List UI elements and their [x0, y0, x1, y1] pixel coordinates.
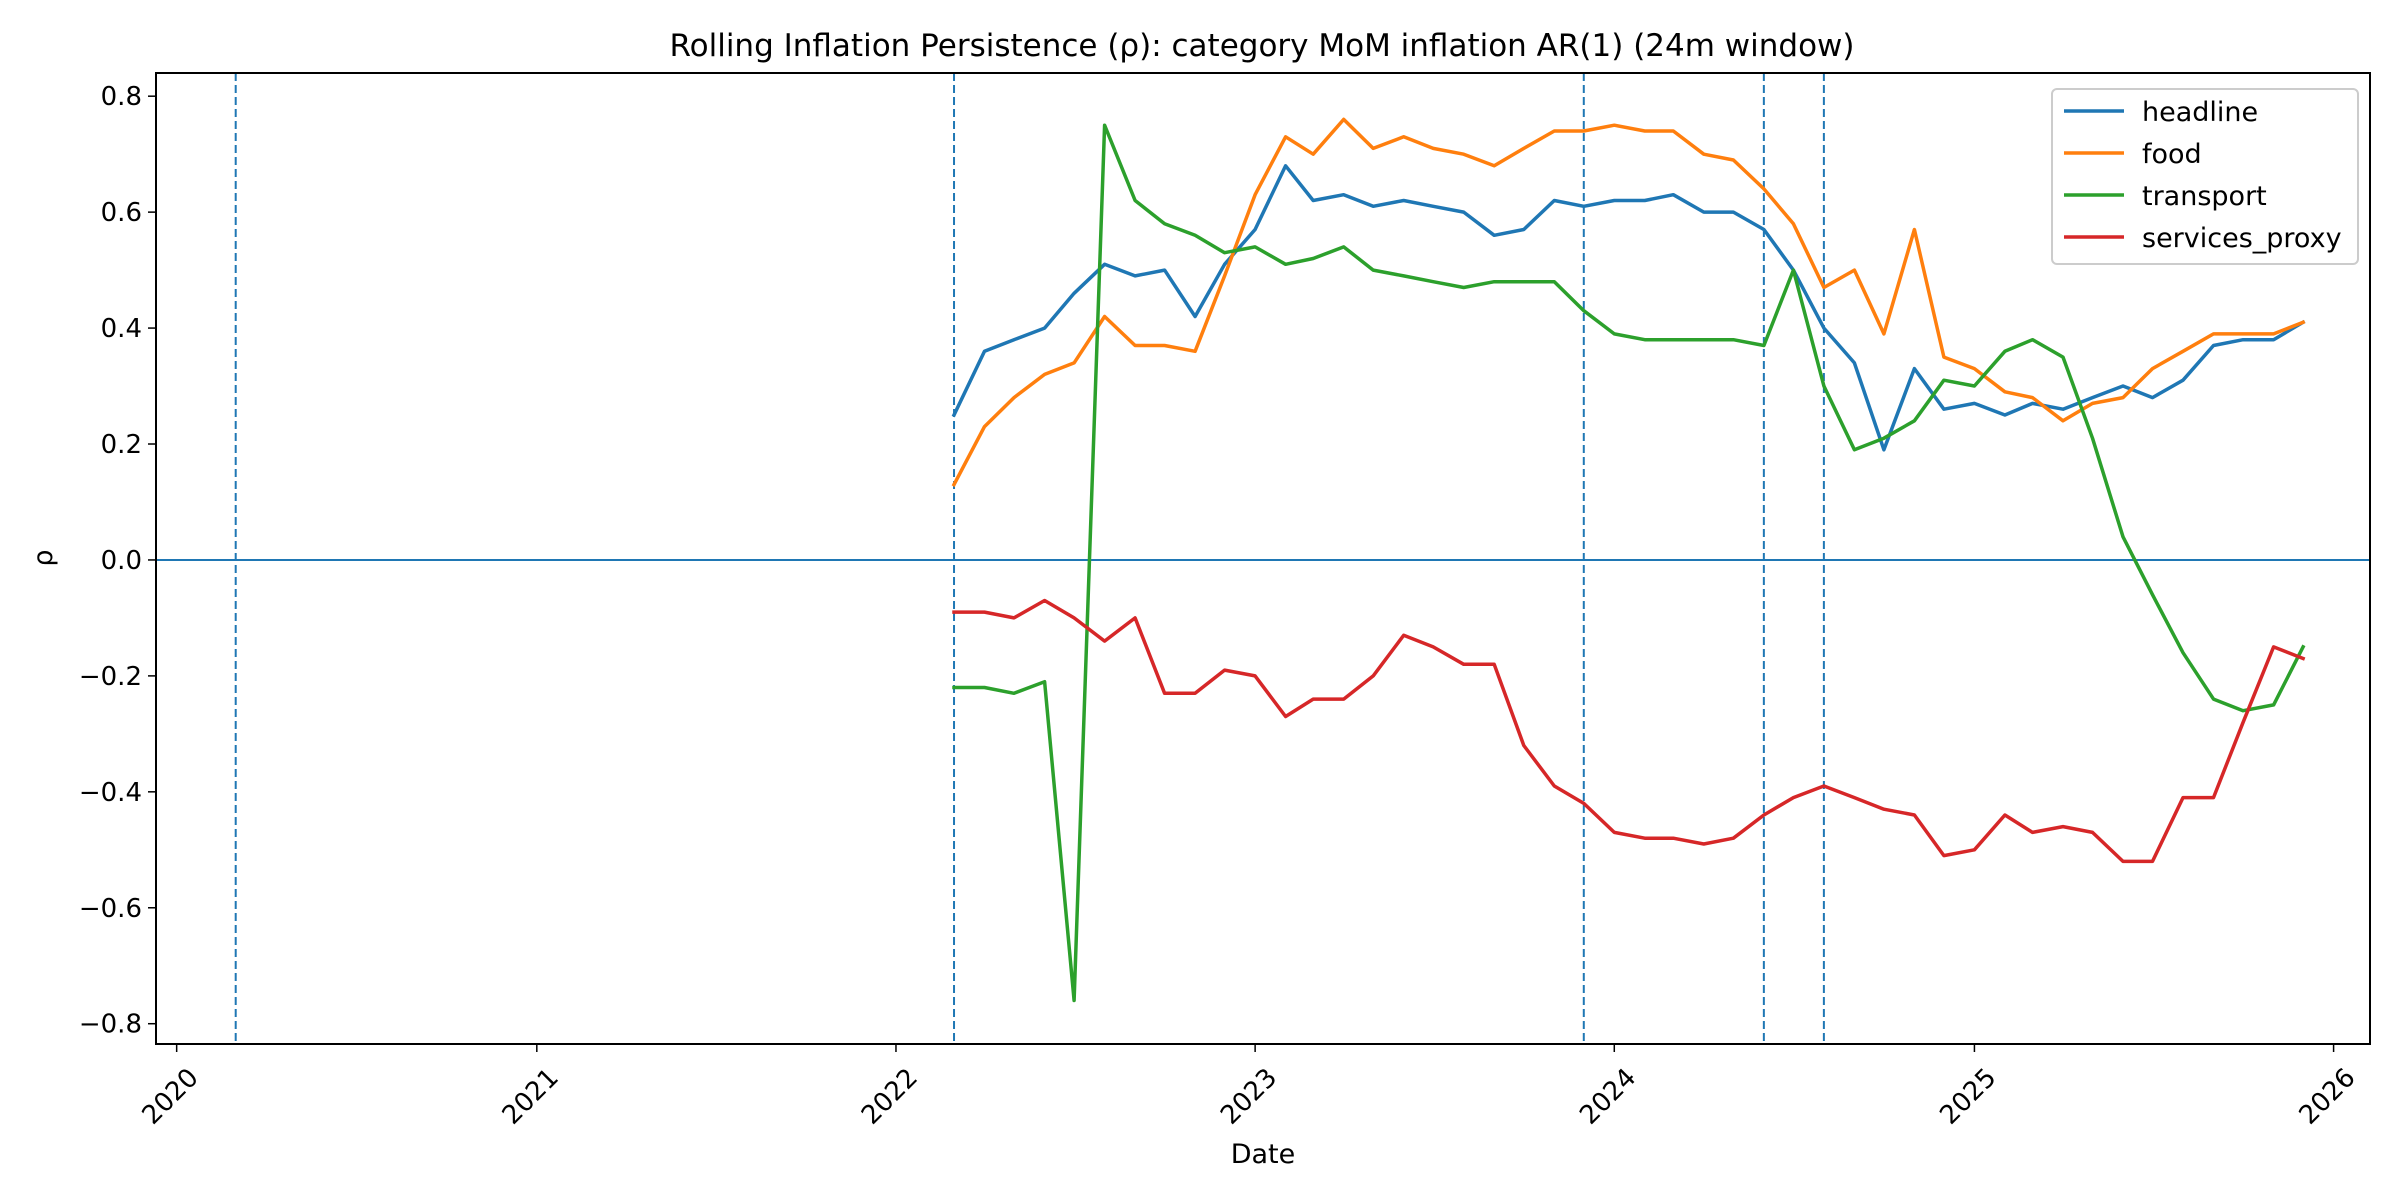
y-tick-label-6: 0.4	[101, 314, 142, 344]
y-tick-label-8: 0.8	[101, 82, 142, 112]
series-line-services-proxy	[952, 598, 2306, 864]
series-line-transport	[952, 123, 2306, 1003]
y-tick-label-1: −0.6	[79, 894, 142, 924]
y-axis: −0.8 −0.6 −0.4 −0.2 0.0 0.2 0.4 0.6 0.8	[79, 82, 156, 1040]
reference-lines	[156, 73, 2370, 1044]
y-tick-label-4: 0.0	[101, 546, 142, 576]
legend: headline food transport services_proxy	[2051, 88, 2359, 265]
y-tick-label-7: 0.6	[101, 198, 142, 228]
y-tick-label-5: 0.2	[101, 430, 142, 460]
y-tick-label-0: −0.8	[79, 1010, 142, 1040]
legend-label-food: food	[2142, 139, 2202, 170]
series-line-headline	[951, 164, 2306, 452]
x-axis-label: Date	[1231, 1139, 1296, 1170]
legend-label-services-proxy: services_proxy	[2142, 223, 2342, 254]
plot-area-frame	[155, 72, 2371, 1045]
legend-label-transport: transport	[2142, 181, 2267, 212]
legend-box	[2051, 88, 2359, 265]
legend-label-headline: headline	[2142, 97, 2258, 128]
y-tick-label-2: −0.4	[79, 778, 142, 808]
series-line-food	[951, 117, 2306, 487]
y-tick-label-3: −0.2	[79, 662, 142, 692]
y-axis-label: ρ	[28, 549, 59, 566]
series-lines	[951, 117, 2306, 1003]
chart-title: Rolling Inflation Persistence (ρ): categ…	[669, 28, 1854, 64]
